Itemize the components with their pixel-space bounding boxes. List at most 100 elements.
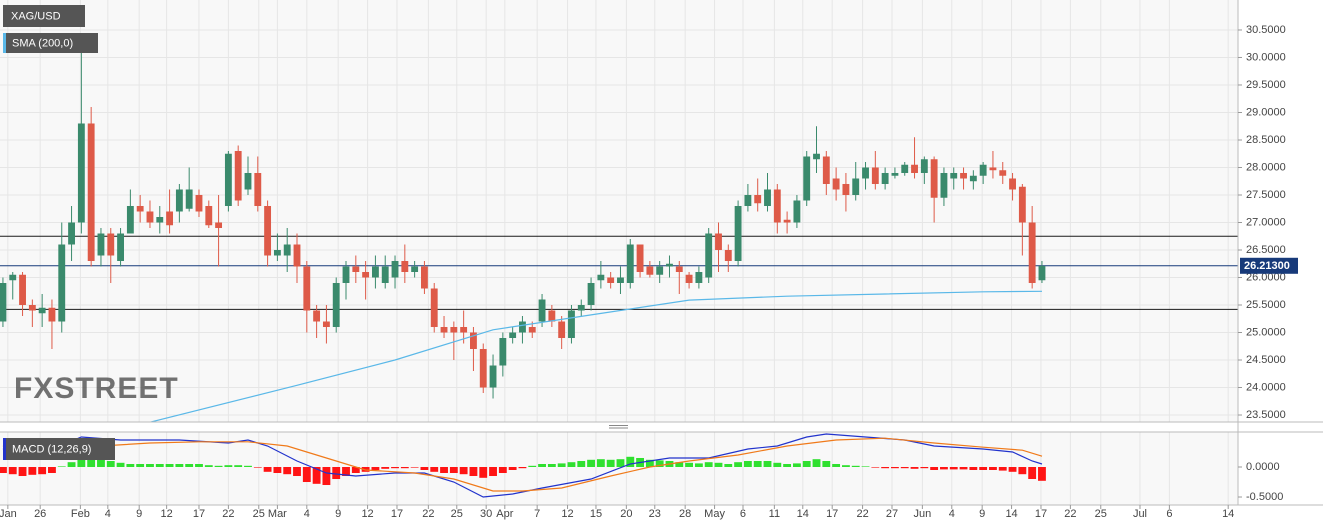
watermark: FXSTREET <box>14 372 179 405</box>
histogram-bar <box>557 463 566 467</box>
histogram-bar <box>949 466 958 470</box>
candle-body <box>558 321 566 339</box>
x-tick-label: 14 <box>1005 508 1017 520</box>
candle-body <box>675 266 683 273</box>
candle-body <box>499 338 507 366</box>
candle-body <box>440 327 448 333</box>
candle-body <box>38 307 46 314</box>
x-tick-label: 12 <box>561 508 573 520</box>
histogram-bar <box>528 465 537 467</box>
x-tick-label: 22 <box>222 508 234 520</box>
x-tick-label: 17 <box>1035 508 1047 520</box>
histogram-bar <box>185 463 194 467</box>
candle-body <box>568 310 575 339</box>
x-tick-label: 25 <box>253 508 265 520</box>
histogram-bar <box>645 459 654 467</box>
histogram-bar <box>861 466 870 467</box>
histogram-bar <box>783 463 792 467</box>
candle-body <box>744 194 752 206</box>
candle-body <box>264 205 272 256</box>
x-tick-label: Jan <box>0 508 17 520</box>
histogram-bar <box>87 457 96 467</box>
histogram-bar <box>371 466 380 471</box>
candle-body <box>871 167 879 184</box>
histogram-bar <box>67 462 76 467</box>
histogram-bar <box>204 465 213 467</box>
histogram-bar <box>263 466 272 472</box>
candle-body <box>430 288 438 328</box>
candle-body <box>28 305 36 311</box>
candle-body <box>352 266 360 273</box>
x-tick-label: 23 <box>649 508 661 520</box>
histogram-bar <box>293 466 301 477</box>
histogram-bar <box>743 460 752 467</box>
main-series <box>0 40 1238 422</box>
histogram-bar <box>498 466 507 474</box>
histogram-bar <box>48 466 56 474</box>
candle-body <box>244 172 252 190</box>
indicator-title: MACD (12,26,9) <box>12 443 91 455</box>
x-tick-label: 22 <box>422 508 434 520</box>
candle-body <box>519 321 526 333</box>
candle-body <box>940 172 948 198</box>
histogram-bar <box>763 460 772 467</box>
candle-body <box>587 283 595 306</box>
histogram-bar <box>224 465 233 467</box>
histogram-bar <box>57 466 66 467</box>
y-tick-label: 26.0000 <box>1246 271 1286 283</box>
histogram-bar <box>400 466 409 469</box>
y-tick-label: -0.5000 <box>1246 491 1283 503</box>
x-tick-label: 22 <box>1064 508 1076 520</box>
histogram-bar <box>342 466 350 477</box>
y-tick-label: 27.0000 <box>1246 216 1286 228</box>
candle-body <box>0 283 7 322</box>
histogram-bar <box>989 466 997 471</box>
x-tick-label: 14 <box>797 508 809 520</box>
x-tick-label: 4 <box>949 508 955 520</box>
histogram-bar <box>420 466 429 471</box>
legend-box[interactable] <box>3 33 98 53</box>
candle-body <box>646 266 654 275</box>
candle-body <box>764 189 771 206</box>
y-tick-label: 29.5000 <box>1246 79 1286 91</box>
x-tick-label: 9 <box>335 508 341 520</box>
legend-swatch <box>3 438 6 460</box>
legend-entry[interactable]: SMA (200,0) <box>12 37 73 49</box>
x-tick-label: May <box>704 508 725 520</box>
y-tick-label: 24.5000 <box>1246 354 1286 366</box>
x-tick-label: 25 <box>1095 508 1107 520</box>
histogram-bar <box>136 463 145 467</box>
histogram-bar <box>273 466 282 474</box>
pane-handle[interactable] <box>609 425 628 429</box>
y-tick-label: 28.0000 <box>1246 161 1286 173</box>
histogram-bar <box>28 466 37 475</box>
histogram-bar <box>126 463 135 467</box>
candle-body <box>48 307 56 322</box>
candle-body <box>479 349 487 388</box>
histogram-bar <box>391 466 399 469</box>
histogram-bar <box>459 466 468 475</box>
histogram-bar <box>822 460 831 467</box>
x-tick-label: 9 <box>136 508 142 520</box>
candle-body <box>68 222 75 245</box>
candle-body <box>136 205 144 212</box>
candle-body <box>685 274 693 284</box>
candle-body <box>989 167 997 171</box>
candle-body <box>832 178 840 190</box>
candle-body <box>842 183 850 195</box>
histogram-bar <box>430 466 439 472</box>
candle-body <box>754 194 762 204</box>
candle-body <box>215 222 223 228</box>
candle-body <box>724 249 732 261</box>
histogram-bar <box>606 459 615 467</box>
candle-body <box>822 156 830 184</box>
x-tick-label: 6 <box>740 508 746 520</box>
histogram-bar <box>322 466 331 486</box>
candle-body <box>283 244 291 256</box>
y-tick-label: 30.0000 <box>1246 51 1286 63</box>
x-tick-label: 14 <box>1222 508 1234 520</box>
candle-body <box>715 233 722 250</box>
x-tick-label: Feb <box>71 508 90 520</box>
